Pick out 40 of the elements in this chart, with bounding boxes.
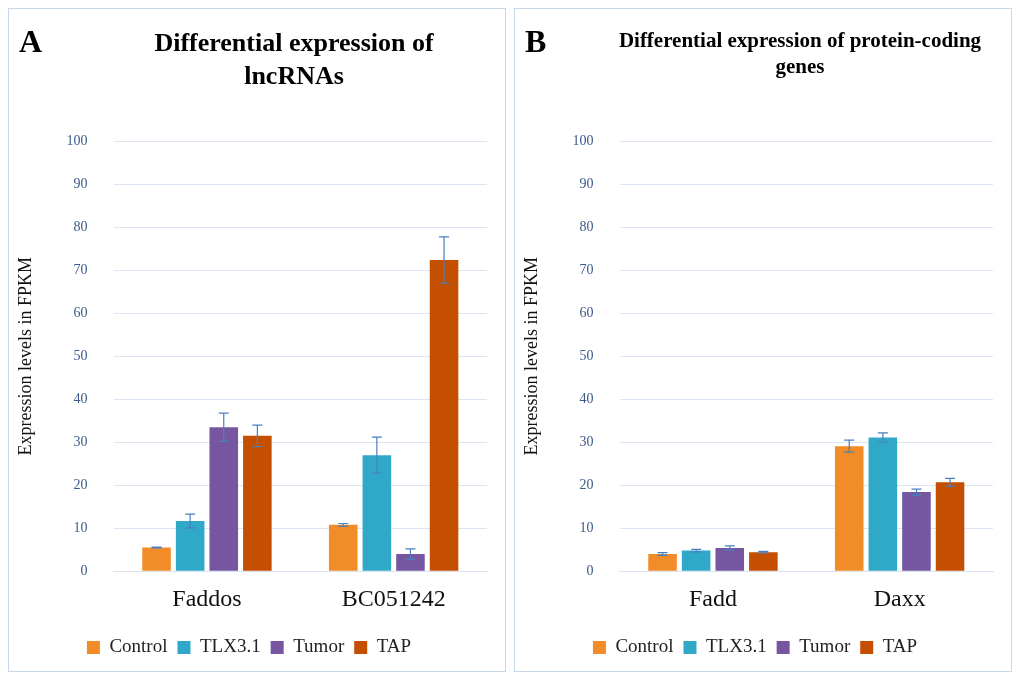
y-tick-label: 40 [73, 390, 88, 406]
chart-title: Differential expression of lncRNAs [153, 27, 435, 92]
y-axis-title: Expression levels in FPKM [520, 257, 541, 456]
y-tick-label: 70 [73, 262, 88, 278]
legend-label: Control [109, 635, 168, 657]
y-tick-label: 100 [66, 133, 88, 149]
legend-label: Tumor [799, 635, 851, 657]
y-tick-label: 50 [73, 347, 88, 363]
legend-label: Control [615, 635, 674, 657]
y-tick-label: 0 [586, 562, 594, 578]
legend-label: Tumor [293, 635, 345, 657]
y-tick-label: 60 [579, 304, 594, 320]
y-tick-label: 40 [579, 390, 594, 406]
y-tick-label: 80 [73, 219, 88, 235]
legend-label: TAP [882, 635, 918, 657]
y-tick-label: 20 [73, 476, 88, 492]
y-tick-label: 60 [73, 304, 88, 320]
legend-label: TLX3.1 [199, 635, 261, 657]
y-tick-label: 70 [579, 262, 594, 278]
x-tick-label: BC051242 [341, 584, 446, 611]
y-axis-title: Expression levels in FPKM [14, 257, 35, 456]
y-tick-label: 90 [73, 176, 88, 192]
y-tick-label: 100 [572, 133, 594, 149]
y-tick-label: 30 [73, 433, 88, 449]
y-tick-label: 20 [579, 476, 594, 492]
text: A [19, 23, 43, 60]
y-tick-label: 10 [73, 519, 88, 535]
y-tick-label: 50 [579, 347, 594, 363]
legend-label: TAP [376, 635, 412, 657]
x-tick-label: Daxx [873, 584, 926, 611]
legend-label: TLX3.1 [705, 635, 767, 657]
text: B [525, 23, 547, 60]
y-tick-label: 10 [579, 519, 594, 535]
y-tick-label: 30 [579, 433, 594, 449]
y-tick-label: 0 [80, 562, 88, 578]
chart-title: Differential expression of protein-coding genes [617, 27, 983, 80]
y-tick-label: 80 [579, 219, 594, 235]
x-tick-label: Fadd [688, 584, 737, 611]
x-tick-label: Faddos [172, 584, 242, 611]
y-tick-label: 90 [579, 176, 594, 192]
